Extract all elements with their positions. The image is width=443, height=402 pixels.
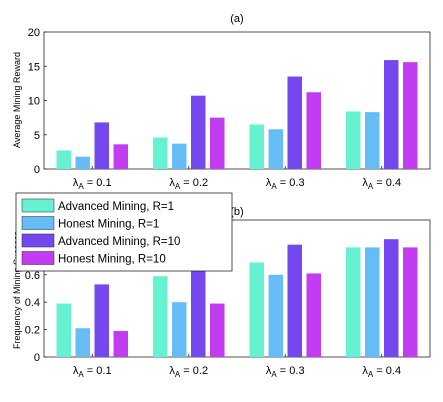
x-tick-label: λA = 0.2 bbox=[169, 177, 208, 191]
bar-b-s2-c2 bbox=[172, 302, 187, 357]
bar-a-s2-c4 bbox=[365, 112, 380, 169]
bar-a-s1-c4 bbox=[346, 111, 361, 169]
panel-a-title: (a) bbox=[230, 13, 243, 25]
legend-swatch bbox=[21, 251, 55, 265]
x-tick-label: λA = 0.4 bbox=[362, 177, 401, 191]
panel-a-bars bbox=[56, 60, 418, 169]
bar-b-s4-c3 bbox=[306, 273, 321, 357]
bar-a-s1-c2 bbox=[153, 137, 168, 169]
panel-b-bars bbox=[56, 239, 418, 357]
legend-label: Honest Mining, R=10 bbox=[58, 254, 166, 266]
x-tick-label: λA = 0.3 bbox=[266, 365, 305, 379]
bar-b-s4-c2 bbox=[210, 303, 225, 357]
bar-b-s1-c3 bbox=[249, 262, 264, 357]
y-tick-label: 20 bbox=[28, 27, 40, 39]
bar-a-s3-c1 bbox=[94, 122, 109, 169]
bar-a-s3-c4 bbox=[384, 60, 399, 169]
bar-b-s3-c3 bbox=[287, 244, 302, 357]
y-tick-label: 0.4 bbox=[25, 297, 40, 309]
x-tick-label: λA = 0.4 bbox=[362, 365, 401, 379]
legend-swatch bbox=[21, 233, 55, 248]
bar-b-s4-c4 bbox=[403, 247, 418, 357]
legend-label: Advanced Mining, R=10 bbox=[58, 236, 180, 248]
panel-b-title: (b) bbox=[230, 206, 243, 218]
bar-a-s4-c3 bbox=[306, 92, 321, 169]
panel-b-ylabel: Frequency of Mining Success bbox=[12, 230, 22, 349]
panel-b-x-ticks: λA = 0.1 λA = 0.2 λA = 0.3 λA = 0.4 bbox=[73, 354, 401, 379]
x-tick-label: λA = 0.2 bbox=[169, 365, 208, 379]
bar-a-s4-c2 bbox=[210, 117, 225, 169]
y-tick-label: 0.6 bbox=[25, 270, 40, 282]
x-tick-label: λA = 0.3 bbox=[266, 177, 305, 191]
y-tick-label: 0.2 bbox=[25, 325, 40, 337]
bar-b-s2-c4 bbox=[365, 247, 380, 357]
legend: Advanced Mining, R=1 Honest Mining, R=1 Ad… bbox=[15, 192, 233, 272]
y-tick-label: 5 bbox=[34, 130, 40, 142]
x-tick-label: λA = 0.1 bbox=[73, 177, 112, 191]
y-tick-label: 15 bbox=[28, 61, 40, 73]
legend-label: Honest Mining, R=1 bbox=[58, 219, 159, 231]
bar-a-s2-c3 bbox=[268, 129, 283, 169]
legend-label: Advanced Mining, R=1 bbox=[58, 201, 174, 213]
y-tick-label: 0 bbox=[34, 352, 40, 364]
bar-a-s1-c3 bbox=[249, 124, 264, 169]
panel-a: (a) Average Mining Reward 0 5 10 15 20 λA = … bbox=[12, 13, 431, 191]
legend-swatch bbox=[21, 216, 55, 230]
panel-a-ylabel: Average Mining Reward bbox=[12, 52, 22, 148]
bar-b-s1-c1 bbox=[56, 303, 71, 357]
x-tick-label: λA = 0.1 bbox=[73, 365, 112, 379]
legend-swatch bbox=[21, 198, 55, 213]
bar-a-s4-c1 bbox=[113, 144, 128, 169]
bar-a-s3-c3 bbox=[287, 76, 302, 169]
panel-b-axes-box bbox=[43, 219, 431, 358]
bar-a-s3-c2 bbox=[191, 95, 206, 169]
panel-a-x-ticks: λA = 0.1 λA = 0.2 λA = 0.3 λA = 0.4 bbox=[73, 166, 401, 191]
bar-b-s1-c4 bbox=[346, 247, 361, 357]
bar-b-s4-c1 bbox=[113, 330, 128, 357]
panel-a-y-ticks: 0 5 10 15 20 bbox=[28, 27, 47, 176]
bar-b-s2-c3 bbox=[268, 274, 283, 357]
bar-b-s3-c1 bbox=[94, 284, 109, 357]
bar-a-s1-c1 bbox=[56, 150, 71, 169]
y-tick-label: 10 bbox=[28, 96, 40, 108]
bar-a-s4-c4 bbox=[403, 62, 418, 169]
bar-b-s3-c4 bbox=[384, 239, 399, 357]
bar-b-s2-c1 bbox=[75, 328, 90, 357]
bar-a-s2-c2 bbox=[172, 143, 187, 169]
bar-b-s3-c2 bbox=[191, 256, 206, 357]
bar-a-s2-c1 bbox=[75, 156, 90, 169]
bar-b-s1-c2 bbox=[153, 276, 168, 357]
y-tick-label: 0 bbox=[34, 164, 40, 176]
